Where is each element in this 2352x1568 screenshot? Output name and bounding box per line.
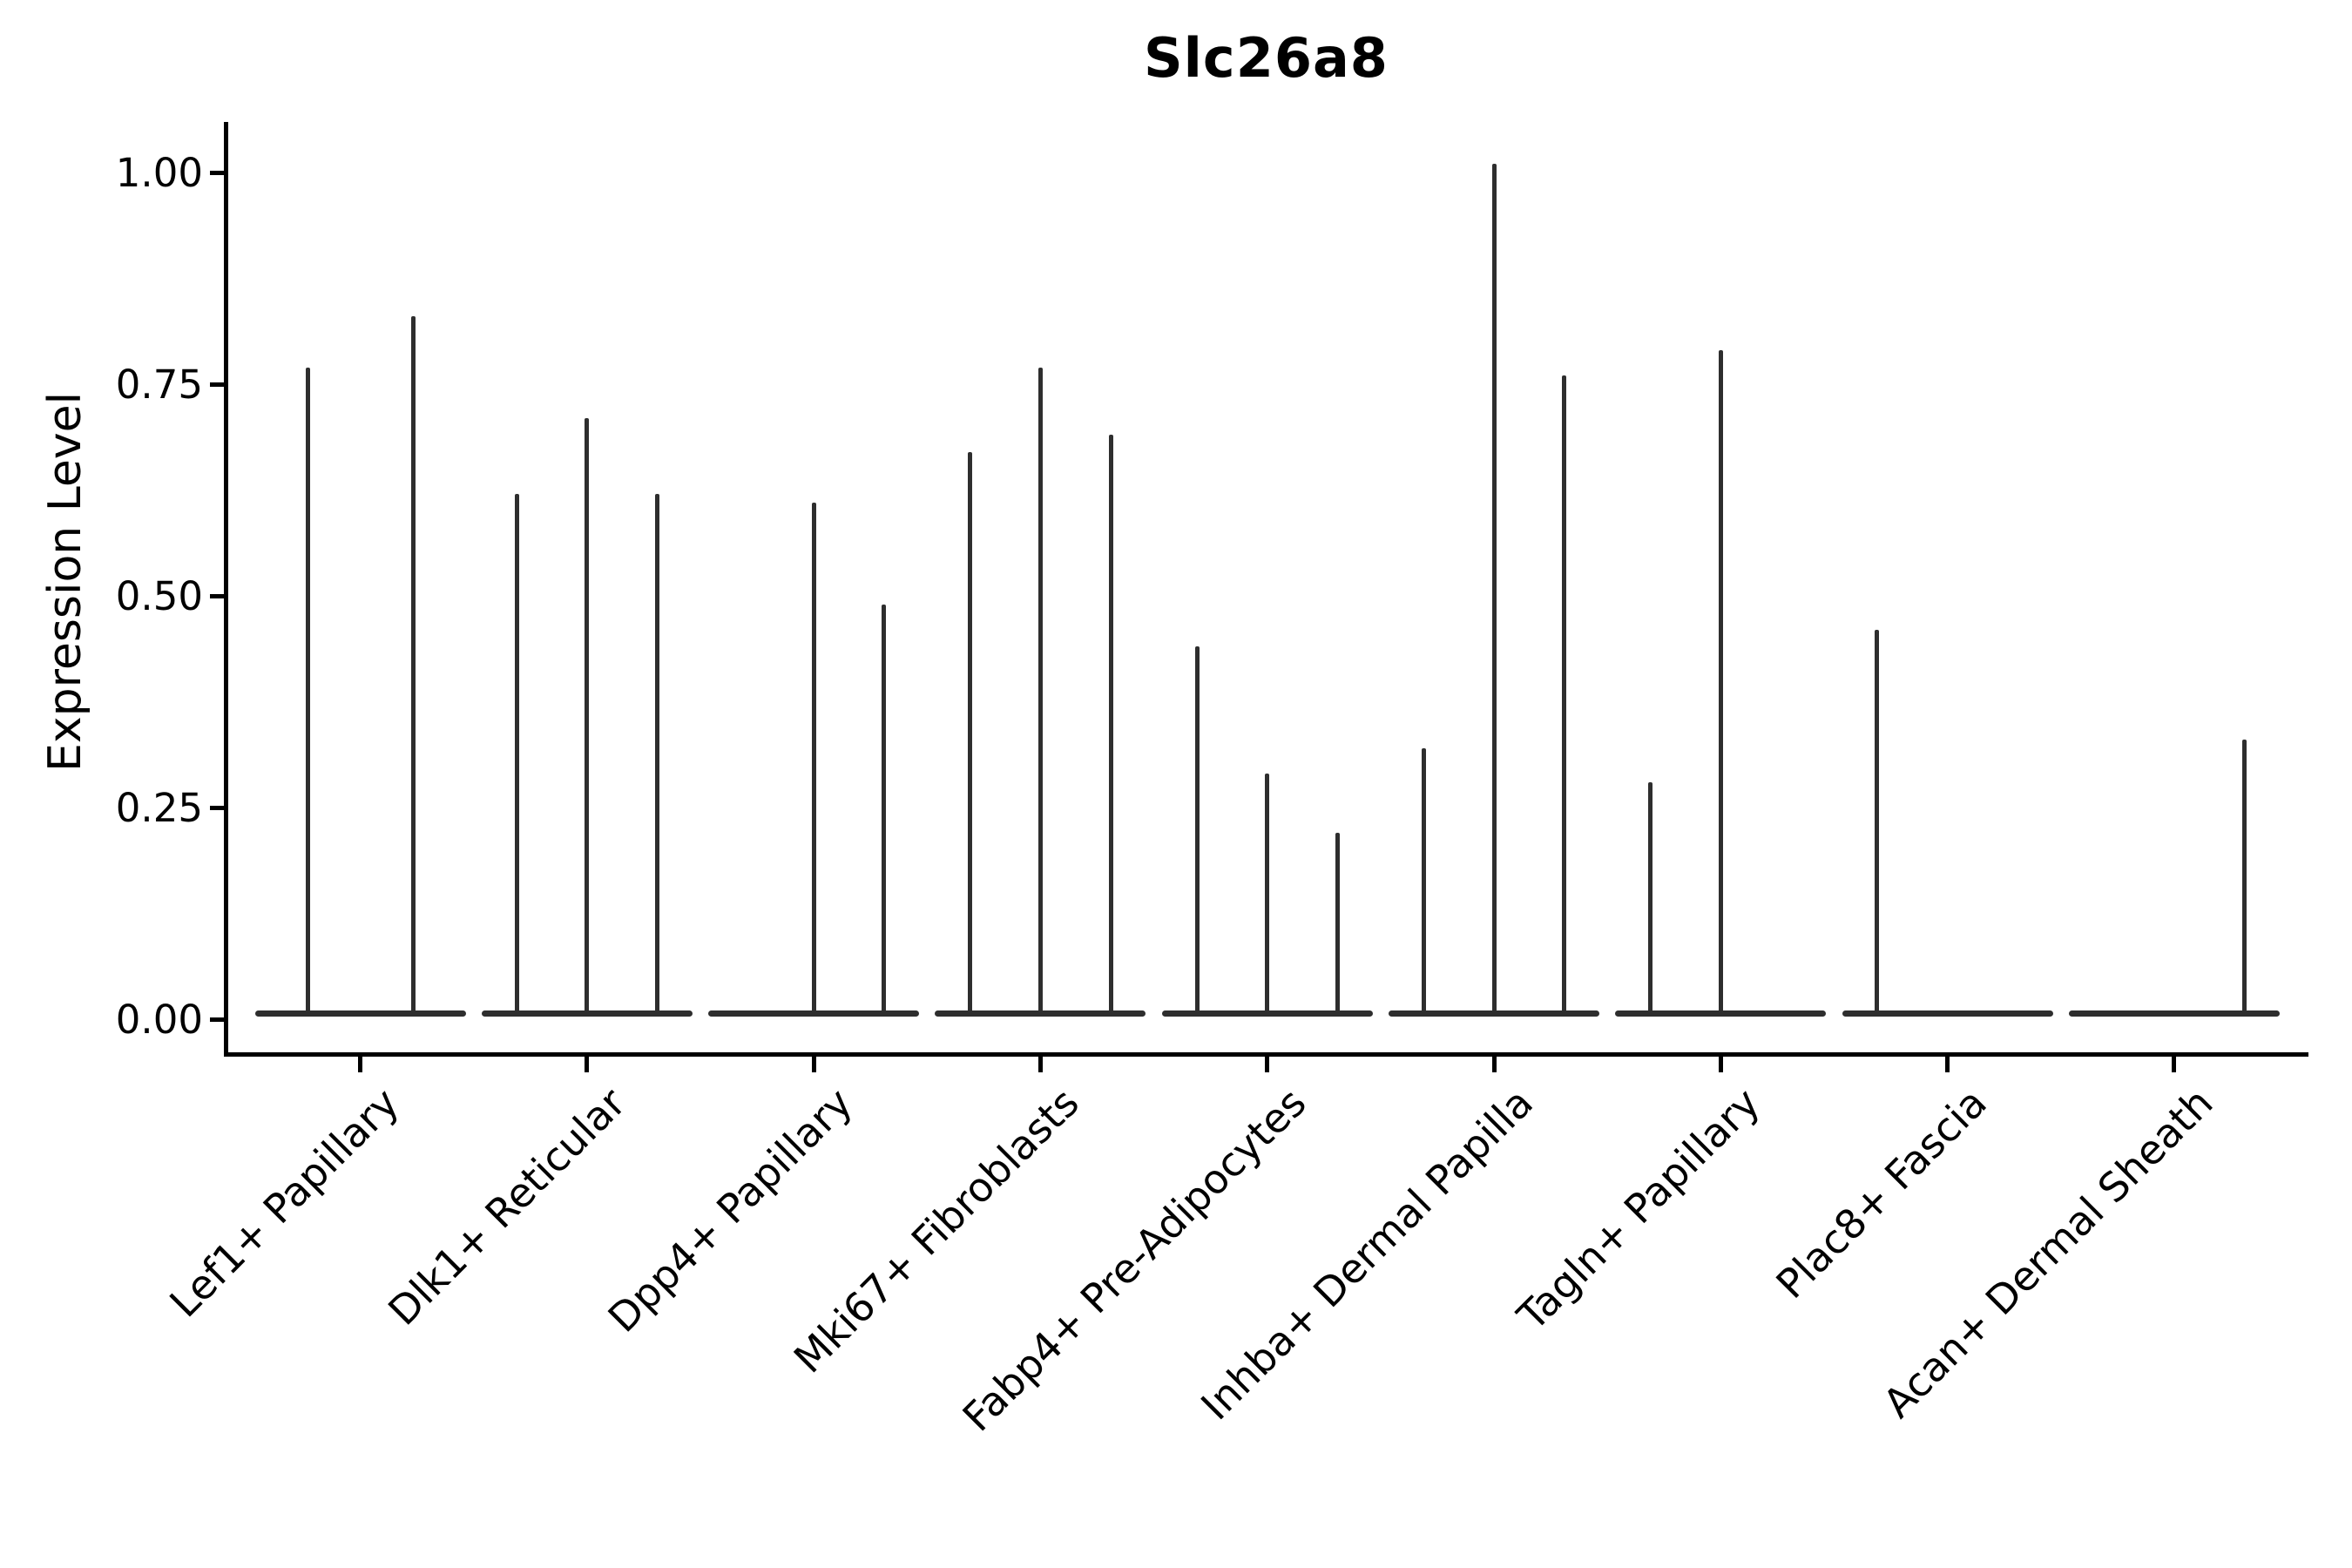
violin-baseline bbox=[1615, 1010, 1827, 1017]
violin-spike bbox=[811, 503, 816, 1014]
y-tick-mark bbox=[210, 805, 224, 810]
violin-baseline bbox=[935, 1010, 1146, 1017]
x-tick-label: Plac8+ Fascia bbox=[1766, 1078, 1996, 1308]
violin-spike bbox=[1718, 350, 1723, 1014]
x-tick-mark bbox=[1037, 1057, 1043, 1072]
x-tick-mark bbox=[585, 1057, 590, 1072]
y-tick-mark bbox=[210, 170, 224, 175]
x-tick-label: Dpp4+ Papillary bbox=[598, 1078, 862, 1342]
x-tick-mark bbox=[1265, 1057, 1270, 1072]
violin-baseline bbox=[708, 1010, 920, 1017]
y-tick-mark bbox=[210, 593, 224, 598]
y-tick-label: 1.00 bbox=[115, 149, 203, 196]
x-tick-label: Dlk1+ Reticular bbox=[379, 1078, 635, 1335]
x-tick-mark bbox=[1718, 1057, 1723, 1072]
violin-baseline bbox=[1389, 1010, 1599, 1017]
violin-spike bbox=[1421, 747, 1426, 1014]
x-tick-label: Tagln+ Papillary bbox=[1508, 1078, 1769, 1340]
y-tick-label: 0.75 bbox=[115, 361, 203, 408]
x-tick-mark bbox=[1945, 1057, 1950, 1072]
violin-spike bbox=[1037, 367, 1043, 1014]
violin-spike bbox=[305, 367, 310, 1014]
x-axis-spine bbox=[224, 1052, 2308, 1057]
violin-baseline bbox=[2068, 1010, 2280, 1017]
violin-spike bbox=[410, 316, 416, 1014]
x-tick-label: Lef1+ Papillary bbox=[160, 1078, 409, 1327]
violin-spike bbox=[1108, 435, 1113, 1014]
y-tick-label: 0.50 bbox=[115, 572, 203, 619]
violin-spike bbox=[514, 494, 519, 1014]
plot-title-wrap: Slc26a8 bbox=[224, 26, 2308, 90]
violin-baseline bbox=[1842, 1010, 2053, 1017]
x-tick-mark bbox=[1491, 1057, 1497, 1072]
violin-spike bbox=[654, 494, 659, 1014]
violin-spike bbox=[585, 417, 590, 1014]
y-tick-mark bbox=[210, 1017, 224, 1022]
x-tick-mark bbox=[358, 1057, 362, 1072]
violin-spike bbox=[1648, 781, 1653, 1014]
y-tick-mark bbox=[210, 382, 224, 387]
violin-spike bbox=[968, 451, 973, 1014]
violin-spike bbox=[1491, 164, 1497, 1014]
y-tick-label: 0.25 bbox=[115, 784, 203, 831]
violin-spike bbox=[1265, 774, 1270, 1014]
violin-baseline bbox=[481, 1010, 693, 1017]
violin-baseline bbox=[254, 1010, 466, 1017]
y-axis-spine bbox=[224, 122, 228, 1056]
violin-spike bbox=[2242, 740, 2247, 1014]
x-tick-mark bbox=[811, 1057, 816, 1072]
violin-spike bbox=[1335, 833, 1340, 1014]
violin-spike bbox=[1875, 629, 1880, 1014]
plot-title: Slc26a8 bbox=[1144, 26, 1389, 90]
y-tick-label: 0.00 bbox=[115, 996, 203, 1043]
violin-spike bbox=[1194, 646, 1200, 1014]
violin-baseline bbox=[1161, 1010, 1373, 1017]
violin-spike bbox=[1562, 375, 1567, 1014]
x-tick-mark bbox=[2172, 1057, 2177, 1072]
violin-spike bbox=[882, 604, 887, 1014]
